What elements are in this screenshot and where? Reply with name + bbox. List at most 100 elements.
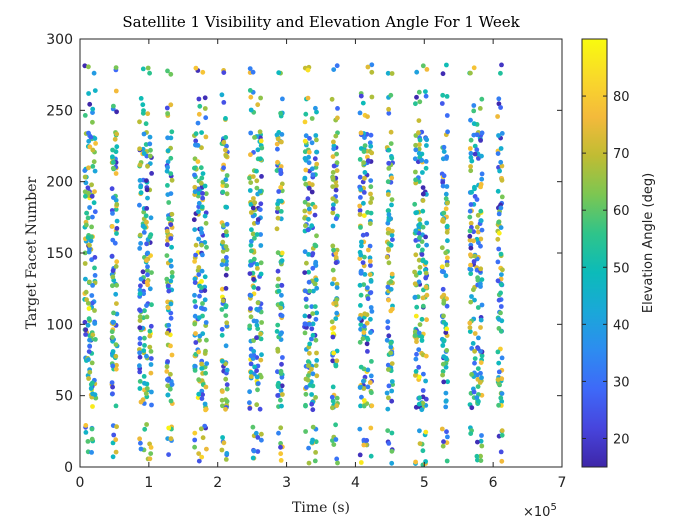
- scatter-point: [196, 200, 202, 206]
- scatter-point: [278, 171, 284, 177]
- scatter-point: [415, 243, 421, 249]
- scatter-point: [419, 252, 425, 257]
- scatter-point: [467, 233, 473, 239]
- scatter-point: [417, 142, 422, 148]
- scatter-point: [144, 279, 150, 285]
- scatter-point: [359, 243, 364, 249]
- scatter-point: [331, 163, 337, 169]
- scatter-point: [252, 364, 257, 370]
- scatter-point: [82, 174, 88, 180]
- scatter-point: [109, 329, 115, 335]
- scatter-point: [386, 110, 392, 116]
- scatter-point: [278, 425, 284, 431]
- scatter-point: [309, 401, 315, 407]
- scatter-point: [223, 262, 229, 267]
- scatter-point: [83, 327, 89, 333]
- scatter-point: [334, 281, 340, 287]
- scatter-point: [362, 254, 367, 260]
- scatter-point: [474, 395, 480, 400]
- scatter-point: [441, 173, 447, 179]
- scatter-point: [478, 138, 483, 143]
- scatter-point: [309, 326, 315, 332]
- scatter-point: [168, 343, 173, 349]
- scatter-point: [303, 133, 309, 139]
- scatter-point: [389, 448, 395, 454]
- scatter-point: [202, 95, 208, 101]
- scatter-point: [200, 195, 206, 201]
- scatter-point: [413, 177, 418, 183]
- y-axis: 0 50 100 150 200 250 300: [46, 32, 562, 476]
- scatter-point: [310, 424, 316, 430]
- scatter-point: [386, 367, 391, 372]
- scatter-point: [168, 278, 174, 284]
- scatter-point: [420, 185, 426, 191]
- scatter-point: [385, 428, 391, 433]
- scatter-point: [137, 287, 143, 293]
- scatter-point: [196, 451, 202, 456]
- scatter-point: [90, 283, 95, 288]
- scatter-point: [110, 454, 116, 460]
- scatter-point: [224, 382, 230, 388]
- scatter-point: [334, 168, 340, 174]
- scatter-point: [310, 251, 316, 256]
- scatter-point: [423, 429, 429, 435]
- scatter-point: [385, 70, 391, 76]
- scatter-point: [424, 292, 430, 298]
- scatter-point: [258, 95, 263, 101]
- scatter-point: [257, 207, 263, 213]
- scatter-point: [276, 276, 281, 282]
- scatter-point: [197, 337, 202, 343]
- scatter-point: [423, 159, 429, 164]
- scatter-point: [255, 449, 261, 454]
- scatter-point: [192, 437, 198, 443]
- scatter-point: [137, 291, 143, 297]
- scatter-point: [478, 218, 484, 224]
- scatter-point: [330, 267, 336, 273]
- scatter-point: [193, 142, 199, 148]
- scatter-point: [498, 205, 504, 211]
- scatter-point: [499, 428, 505, 434]
- scatter-point: [223, 343, 229, 349]
- scatter-point: [223, 457, 229, 462]
- scatter-point: [275, 250, 281, 256]
- scatter-point: [474, 132, 480, 138]
- scatter-point: [275, 322, 281, 328]
- scatter-point: [412, 156, 418, 162]
- scatter-point: [223, 153, 229, 159]
- scatter-point: [199, 279, 204, 284]
- scatter-point: [86, 130, 91, 136]
- scatter-point: [167, 386, 173, 392]
- scatter-point: [248, 152, 253, 158]
- scatter-point: [147, 234, 153, 240]
- scatter-point: [87, 144, 93, 150]
- scatter-point: [219, 332, 225, 338]
- scatter-point: [499, 272, 504, 277]
- scatter-point: [147, 141, 153, 147]
- scatter-point: [168, 258, 174, 263]
- scatter-point: [199, 242, 205, 248]
- scatter-point: [443, 364, 449, 370]
- scatter-point: [365, 210, 370, 215]
- scatter-point: [276, 189, 282, 194]
- scatter-point: [219, 397, 225, 403]
- scatter-point: [138, 283, 143, 289]
- scatter-point: [307, 350, 312, 356]
- scatter-point: [202, 401, 208, 407]
- scatter-point: [444, 62, 449, 68]
- scatter-point: [357, 282, 363, 288]
- scatter-point: [309, 440, 315, 445]
- scatter-point: [498, 290, 503, 296]
- scatter-point: [147, 333, 153, 339]
- scatter-point: [303, 223, 308, 229]
- scatter-point: [469, 346, 475, 351]
- scatter-point: [331, 67, 337, 72]
- scatter-point: [388, 340, 394, 346]
- scatter-point: [196, 349, 202, 355]
- scatter-point: [203, 370, 209, 376]
- colorbar-ticks: 20 30 40 50 60 70 80: [582, 90, 630, 447]
- scatter-point: [357, 426, 363, 432]
- scatter-point: [475, 229, 481, 235]
- scatter-point: [306, 154, 311, 160]
- scatter-point: [419, 316, 425, 322]
- scatter-point: [358, 303, 363, 308]
